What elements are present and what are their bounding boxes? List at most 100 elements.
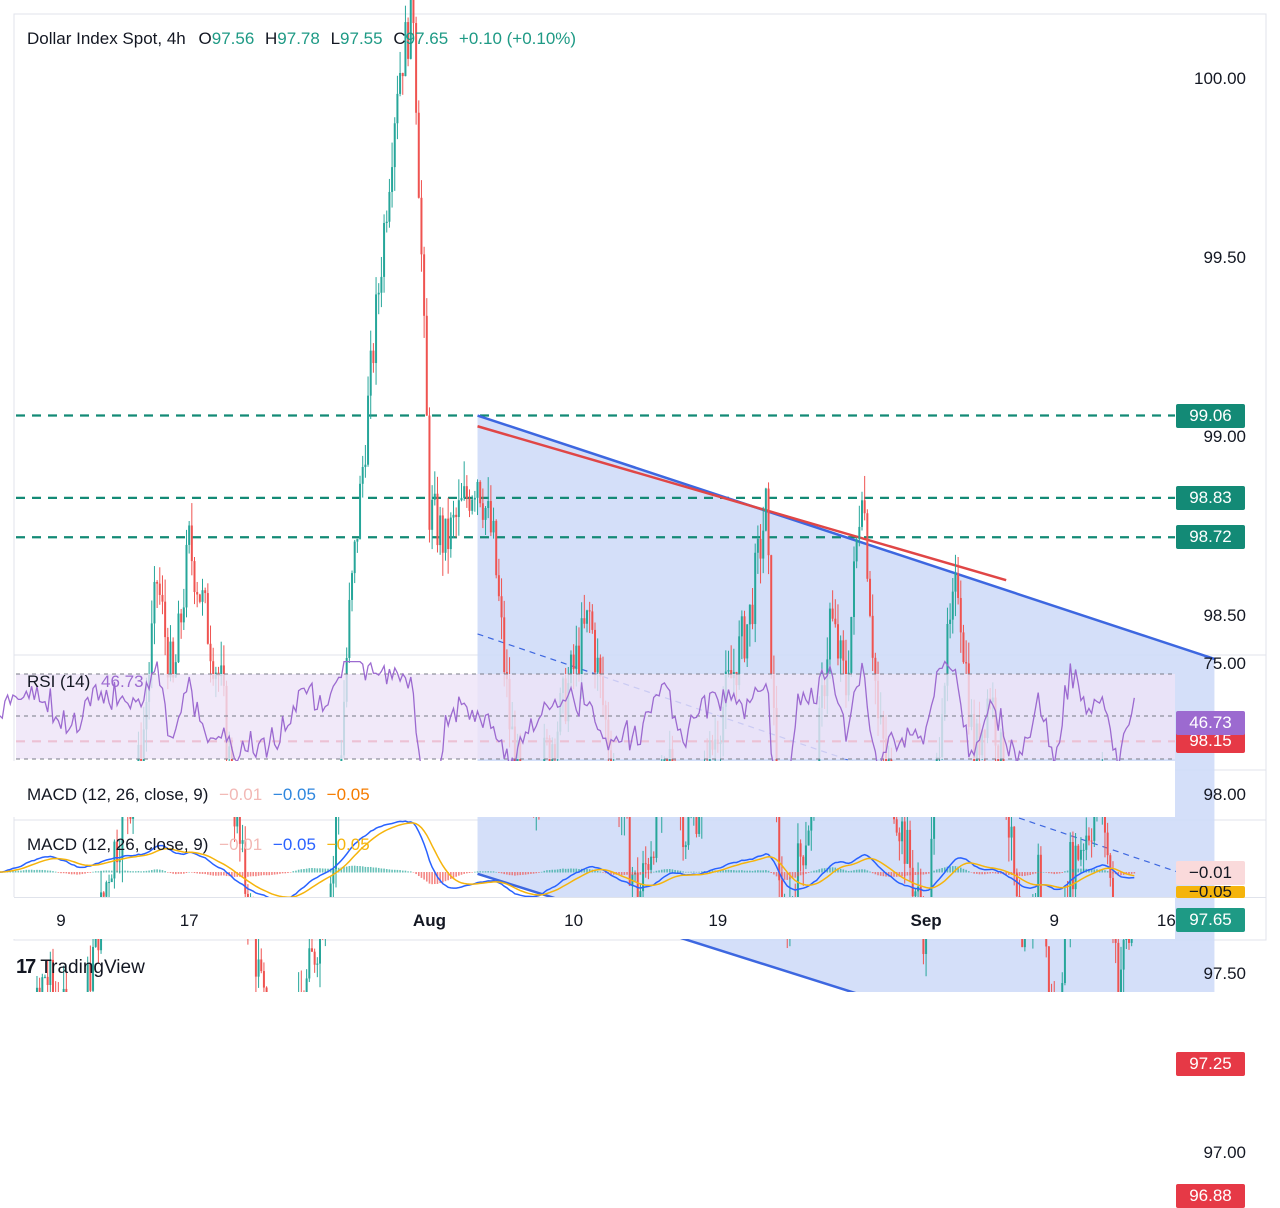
macd2-hist: −0.01 xyxy=(219,835,262,854)
macd-hist-bar xyxy=(204,872,206,874)
macd-hist-bar xyxy=(907,872,909,876)
macd-hist-bar xyxy=(976,872,978,874)
candle xyxy=(316,957,318,977)
macd-hist-bar xyxy=(1053,872,1055,874)
macd-hist-bar xyxy=(453,872,455,878)
macd-hist-bar xyxy=(923,872,925,875)
macd-hist-bar xyxy=(1035,872,1037,874)
macd-hist-bar xyxy=(301,869,303,872)
macd-hist-bar xyxy=(941,868,943,872)
candle-body xyxy=(653,857,655,858)
macd-hist-bar xyxy=(402,871,404,873)
price-tick: 100.00 xyxy=(1194,69,1246,89)
macd-hist-bar xyxy=(989,872,991,873)
macd-hist-bar xyxy=(800,872,802,875)
price-tick: 99.50 xyxy=(1203,248,1246,268)
tradingview-logo[interactable]: 17 TradingView xyxy=(16,956,145,979)
candle xyxy=(447,498,449,574)
macd-hist-bar xyxy=(442,872,444,882)
macd-hist-bar xyxy=(1037,872,1039,873)
macd-hist-bar xyxy=(1059,872,1061,874)
candle xyxy=(426,298,428,416)
macd-hist-bar xyxy=(349,866,351,872)
macd-hist-bar xyxy=(543,871,545,873)
time-tick: 16 xyxy=(1157,911,1176,931)
candle-body xyxy=(151,623,153,674)
candle-body xyxy=(495,521,497,575)
macd-hist-bar xyxy=(156,869,158,872)
macd-hist-bar xyxy=(119,871,121,873)
macd-hist-bar xyxy=(34,870,36,872)
macd-hist-bar xyxy=(867,870,869,872)
candle xyxy=(474,491,476,512)
candle xyxy=(359,476,361,540)
macd-hist-bar xyxy=(690,872,692,873)
candle-body xyxy=(589,610,591,611)
macd-hist-bar xyxy=(928,872,930,874)
candle-body xyxy=(442,515,444,552)
macd-hist-bar xyxy=(883,872,885,876)
candle-body xyxy=(466,486,468,498)
candle xyxy=(770,555,772,679)
macd-hist-bar xyxy=(146,871,148,873)
macd-hist-bar xyxy=(306,869,308,873)
macd-hist-bar xyxy=(1040,872,1042,873)
macd-hist-bar xyxy=(106,870,108,872)
macd-hist-bar xyxy=(271,872,273,875)
macd-hist-bar xyxy=(474,872,476,873)
candle xyxy=(180,609,182,639)
macd-hist-bar xyxy=(391,870,393,873)
macd-hist-bar xyxy=(1110,872,1112,873)
macd-hist-bar xyxy=(375,868,377,873)
candle-body xyxy=(207,593,209,644)
candle xyxy=(202,579,204,616)
candle-body xyxy=(177,614,179,663)
candle-body xyxy=(108,882,110,883)
candle-body xyxy=(359,484,361,539)
macd-hist-bar xyxy=(509,872,511,875)
candle-body xyxy=(952,592,954,620)
candle xyxy=(850,617,852,677)
candle-body xyxy=(204,590,206,593)
macd-hist-bar xyxy=(733,870,735,872)
candle xyxy=(428,407,430,542)
candle xyxy=(372,343,374,373)
macd-hist-bar xyxy=(124,871,126,873)
macd-hist-bar xyxy=(586,869,588,872)
macd-hist-bar xyxy=(23,870,25,872)
macd-hist-bar xyxy=(843,870,845,873)
candle xyxy=(348,583,350,663)
macd-hist-bar xyxy=(931,872,933,873)
macd-hist-bar xyxy=(68,872,70,874)
macd-hist-bar xyxy=(127,871,129,873)
candle-body xyxy=(1061,983,1063,992)
macd-hist-bar xyxy=(559,869,561,873)
price-tick: 98.00 xyxy=(1203,785,1246,805)
macd-hist-bar xyxy=(925,872,927,874)
candle xyxy=(367,376,369,466)
macd-hist-bar xyxy=(87,872,89,873)
macd-hist-bar xyxy=(199,872,201,874)
macd-hist-bar xyxy=(845,870,847,872)
macd-hist-bar xyxy=(968,871,970,872)
candle-body xyxy=(805,845,807,865)
time-tick: 19 xyxy=(708,911,727,931)
macd-hist-bar xyxy=(485,871,487,872)
candle-body xyxy=(1120,970,1122,992)
candle xyxy=(402,73,404,95)
candle-body xyxy=(316,964,318,965)
macd-hist-bar xyxy=(255,872,257,876)
macd-hist-bar xyxy=(664,869,666,872)
macd-hist-bar xyxy=(920,872,922,874)
candle-body xyxy=(402,73,404,76)
macd-hist-bar xyxy=(1021,872,1023,876)
candle-body xyxy=(957,573,959,598)
macd-hist-bar xyxy=(514,872,516,876)
macd2-macd: −0.05 xyxy=(273,835,316,854)
macd-hist-bar xyxy=(250,872,252,876)
rsi-value-badge: 46.73 xyxy=(1176,711,1245,735)
candle-body xyxy=(1037,855,1039,898)
macd-hist-bar xyxy=(912,872,914,875)
macd-hist-bar xyxy=(487,871,489,872)
macd-hist-bar xyxy=(415,872,417,874)
